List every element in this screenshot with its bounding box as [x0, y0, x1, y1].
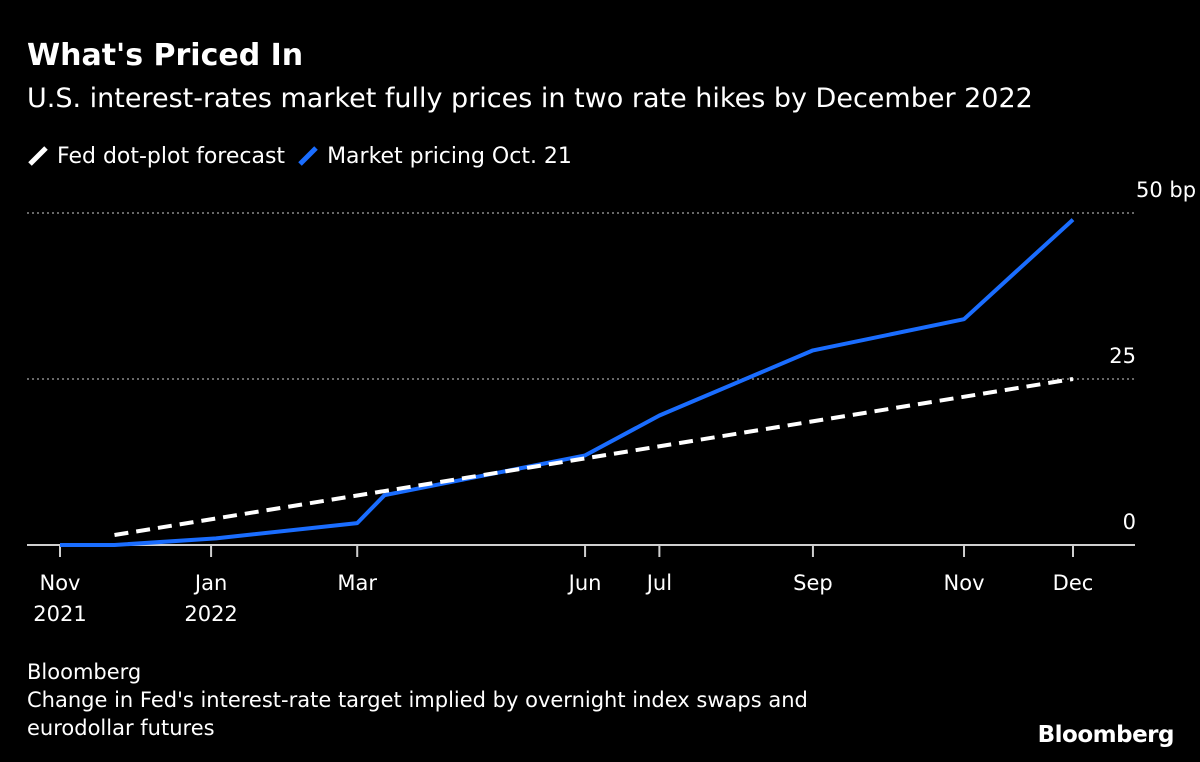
chart-note-line-1: Change in Fed's interest-rate target imp…: [27, 688, 808, 712]
y-tick-label: 25: [1109, 344, 1136, 368]
x-tick-label: Nov: [40, 571, 81, 595]
legend-swatch-market-pricing: [298, 146, 318, 166]
source-label: Bloomberg: [27, 660, 142, 684]
x-tick-label: Jun: [567, 571, 602, 595]
series-line-market-pricing: [60, 218, 1075, 547]
y-tick-label: 50 bp: [1136, 178, 1196, 202]
x-tick-label-year: 2022: [184, 602, 237, 626]
bloomberg-logo: Bloomberg: [1037, 722, 1175, 748]
x-tick-label-year: 2021: [33, 602, 86, 626]
legend-label-market-pricing: Market pricing Oct. 21: [327, 143, 572, 169]
legend-item-market-pricing: Market pricing Oct. 21: [297, 144, 572, 169]
axis-layer: [27, 544, 1135, 557]
legend-swatch-market-line: [298, 146, 318, 166]
legend-swatch-fed-dot-plot: [28, 146, 48, 166]
chart-subtitle: U.S. interest-rates market fully prices …: [27, 83, 1033, 114]
label-layer: 0 25 50 bp Nov 2021 Jan 2022 Mar Jun Jul Sep Nov Dec: [33, 178, 1196, 626]
x-tick-label: Mar: [337, 571, 377, 595]
y-tick-label: 0: [1123, 510, 1136, 534]
series-layer: [60, 218, 1075, 547]
series-line-fed-dot-plot: [114, 377, 1074, 537]
chart-title: What's Priced In: [27, 38, 304, 73]
x-tick-label: Jul: [645, 571, 672, 595]
chart-note-line-2: eurodollar futures: [27, 716, 215, 740]
legend-swatch-fed-line: [28, 146, 48, 166]
legend-label-fed-dot-plot: Fed dot-plot forecast: [57, 143, 286, 169]
x-tick-label: Nov: [944, 571, 985, 595]
grid-layer: [27, 212, 1135, 380]
x-tick-label: Dec: [1053, 571, 1094, 595]
legend-item-fed-dot-plot: Fed dot-plot forecast: [27, 144, 285, 169]
chart-legend: Fed dot-plot forecast Market pricing Oct…: [27, 140, 584, 172]
x-tick-label: Jan: [193, 571, 227, 595]
chart-note: Change in Fed's interest-rate target imp…: [27, 686, 808, 742]
x-tick-label: Sep: [793, 571, 833, 595]
